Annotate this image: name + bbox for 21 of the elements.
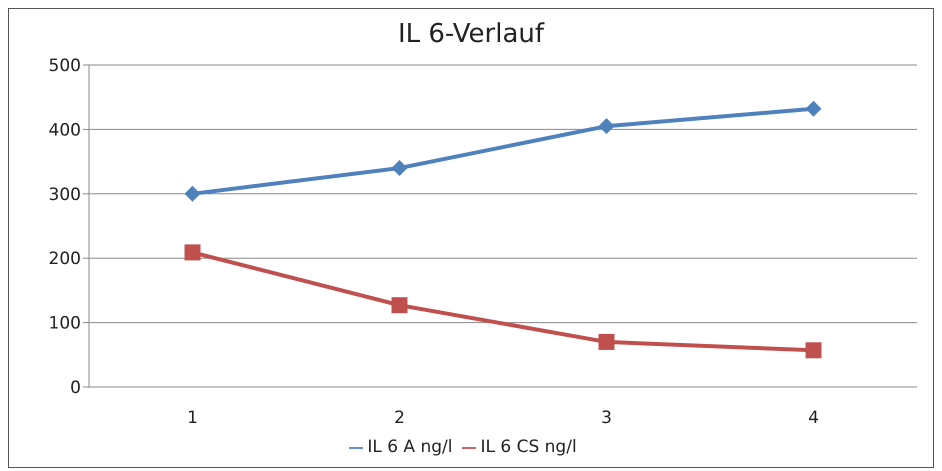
legend-label: IL 6 A ng/l xyxy=(367,437,452,457)
point xyxy=(598,118,614,134)
point xyxy=(184,186,200,202)
point xyxy=(392,297,408,314)
point xyxy=(806,342,822,358)
point xyxy=(598,334,614,350)
point xyxy=(184,244,200,260)
chart-title: IL 6-Verlauf xyxy=(396,19,546,51)
y-tick-label: 200 xyxy=(48,249,81,270)
point xyxy=(806,100,822,117)
y-tick-label: 400 xyxy=(48,120,81,140)
point xyxy=(392,160,408,176)
y-tick-label: 0 xyxy=(70,378,81,398)
y-tick-label: 300 xyxy=(48,184,81,205)
y-tick-label: 500 xyxy=(48,56,81,76)
x-tick-label: 1 xyxy=(187,408,198,428)
y-tick-label: 100 xyxy=(48,314,81,334)
x-tick-label: 3 xyxy=(601,408,612,428)
x-tick-label: 4 xyxy=(808,408,819,428)
x-tick-label: 2 xyxy=(394,408,405,428)
legend-label: IL 6 CS ng/l xyxy=(480,437,577,457)
